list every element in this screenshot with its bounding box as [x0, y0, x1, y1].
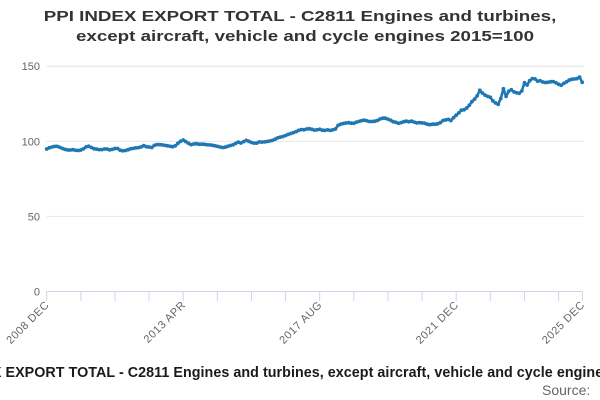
- svg-text:2021 DEC: 2021 DEC: [414, 299, 461, 346]
- svg-text:150: 150: [22, 61, 40, 73]
- svg-text:0: 0: [34, 287, 40, 299]
- svg-text:50: 50: [28, 211, 40, 223]
- svg-text:2013 APR: 2013 APR: [142, 299, 189, 346]
- svg-text:2025 DEC: 2025 DEC: [540, 299, 587, 346]
- svg-text:100: 100: [22, 136, 40, 148]
- svg-text:2008 DEC: 2008 DEC: [4, 299, 51, 346]
- svg-text:2017 AUG: 2017 AUG: [277, 299, 324, 346]
